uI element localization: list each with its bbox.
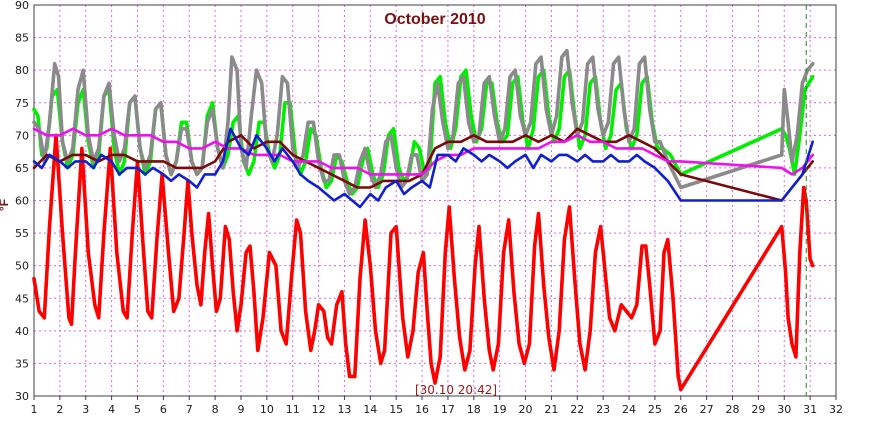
- x-tick-label: 2: [56, 403, 63, 416]
- x-tick-label: 7: [186, 403, 193, 416]
- series-line-6: [32, 127, 814, 209]
- x-tick-label: 22: [570, 403, 584, 416]
- y-tick-label: 75: [15, 97, 29, 110]
- y-tick-labels: 30 35 40 45 50 55 60 65 70 75 80 85 90: [15, 0, 29, 403]
- x-tick-label: 14: [363, 403, 377, 416]
- x-tick-label: 20: [519, 403, 533, 416]
- series-line-2: [32, 68, 815, 196]
- x-tick-labels: 1 2 3 4 5 6 7 8 9 10 11 12 13 14 15 16 17 18 19 20 21 22 23 24 2…: [31, 403, 844, 416]
- x-tick-label: 25: [648, 403, 662, 416]
- x-tick-label: 1: [31, 403, 38, 416]
- y-tick-label: 85: [15, 32, 29, 45]
- x-tick-label: 6: [160, 403, 167, 416]
- x-tick-label: 3: [82, 403, 89, 416]
- x-tick-label: 27: [700, 403, 714, 416]
- x-tick-label: 13: [337, 403, 351, 416]
- x-tick-label: 12: [312, 403, 326, 416]
- y-tick-label: 80: [15, 64, 29, 77]
- y-tick-label: 60: [15, 195, 29, 208]
- x-tick-label: 23: [596, 403, 610, 416]
- x-tick-label: 16: [415, 403, 429, 416]
- plot-border: [33, 4, 837, 397]
- x-tick-label: 21: [544, 403, 558, 416]
- series-line-5: [32, 127, 814, 176]
- x-tick-label: 8: [212, 403, 219, 416]
- y-tick-label: 65: [15, 162, 29, 175]
- series-line-4: [32, 127, 814, 202]
- y-tick-label: 90: [15, 0, 29, 12]
- x-tick-label: 9: [237, 403, 244, 416]
- cursor-readout[interactable]: [30.10 20:42]: [415, 383, 497, 397]
- y-tick-label: 45: [15, 292, 29, 305]
- y-tick-label: 30: [15, 390, 29, 403]
- y-tick-label: 50: [15, 260, 29, 273]
- series-line-1: [32, 133, 815, 392]
- x-tick-label: 10: [260, 403, 274, 416]
- x-tick-label: 28: [726, 403, 740, 416]
- x-tick-label: 26: [674, 403, 688, 416]
- x-tick-label: 5: [134, 403, 141, 416]
- x-tick-label: 18: [467, 403, 481, 416]
- y-tick-label: 70: [15, 129, 29, 142]
- x-tick-label: 30: [777, 403, 791, 416]
- y-tick-label: 35: [15, 357, 29, 370]
- x-tick-label: 17: [441, 403, 455, 416]
- x-tick-label: 32: [829, 403, 843, 416]
- x-tick-label: 19: [493, 403, 507, 416]
- plot-frame: [33, 4, 837, 400]
- x-tick-label: 15: [389, 403, 403, 416]
- y-axis-label: °F: [0, 199, 11, 211]
- series-lines: [32, 48, 815, 392]
- x-tick-label: 24: [622, 403, 636, 416]
- x-tick-label: 4: [108, 403, 115, 416]
- y-tick-label: 55: [15, 227, 29, 240]
- chart-title: October 2010: [384, 11, 485, 28]
- y-tick-label: 40: [15, 325, 29, 338]
- x-tick-label: 31: [803, 403, 817, 416]
- x-tick-label: 29: [751, 403, 765, 416]
- x-tick-label: 11: [286, 403, 300, 416]
